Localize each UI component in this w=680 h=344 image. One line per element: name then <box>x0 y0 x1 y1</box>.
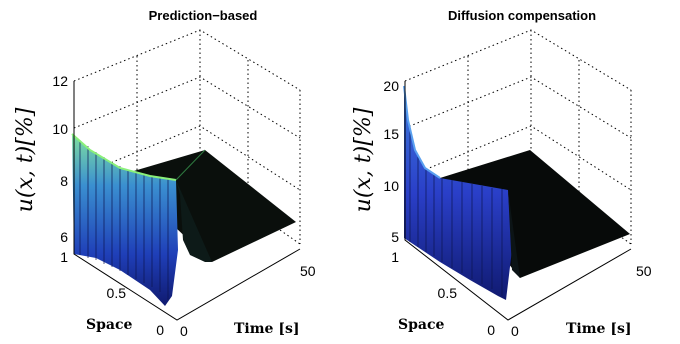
x-tick-label: 0 <box>156 322 164 338</box>
chart-title: Prediction−based <box>149 8 258 23</box>
surface-wall <box>404 86 512 300</box>
z-ticks: 20 15 10 5 <box>383 78 399 245</box>
panel-diffusion-compensation: Diffusion compensation 20 15 10 5 1 0.5 … <box>351 8 652 339</box>
z-tick-label: 10 <box>52 121 68 137</box>
y-tick-label: 0 <box>180 323 188 339</box>
z-tick-label: 20 <box>383 78 399 94</box>
z-ticks: 12 10 8 6 <box>52 73 68 245</box>
chart-title: Diffusion compensation <box>448 8 596 23</box>
y-axis-label: Time [s] <box>566 321 631 337</box>
x-tick-label: 1 <box>60 249 68 265</box>
z-tick-label: 6 <box>60 229 68 245</box>
z-axis-label: u(x, t)[%] <box>351 107 376 212</box>
panel-prediction-based: Prediction−based 12 <box>13 8 316 339</box>
z-axis-label: u(x, t)[%] <box>13 107 38 212</box>
surface <box>403 85 630 300</box>
x-tick-label: 0 <box>487 322 495 338</box>
axes-box <box>73 29 301 245</box>
x-ticks: 1 0.5 0 <box>60 249 164 338</box>
x-axis-label: Space <box>86 317 132 333</box>
x-tick-label: 0.5 <box>438 285 458 301</box>
x-axis-label: Space <box>398 317 444 333</box>
surface <box>71 133 296 306</box>
y-ticks: 0 50 <box>511 263 652 339</box>
z-tick-label: 5 <box>391 229 399 245</box>
axes-lines <box>404 81 632 321</box>
y-tick-label: 50 <box>636 263 652 279</box>
y-axis-label: Time [s] <box>234 321 299 337</box>
z-tick-label: 10 <box>383 178 399 194</box>
x-tick-label: 0.5 <box>107 285 127 301</box>
y-tick-label: 0 <box>511 323 519 339</box>
x-tick-label: 1 <box>391 249 399 265</box>
y-tick-label: 50 <box>300 263 316 279</box>
x-ticks: 1 0.5 0 <box>391 249 495 338</box>
surface-top <box>440 150 630 278</box>
z-tick-label: 8 <box>60 173 68 189</box>
y-ticks: 0 50 <box>180 263 316 339</box>
axes-lines <box>73 81 301 321</box>
z-tick-label: 15 <box>383 126 399 142</box>
z-tick-label: 12 <box>52 73 68 89</box>
